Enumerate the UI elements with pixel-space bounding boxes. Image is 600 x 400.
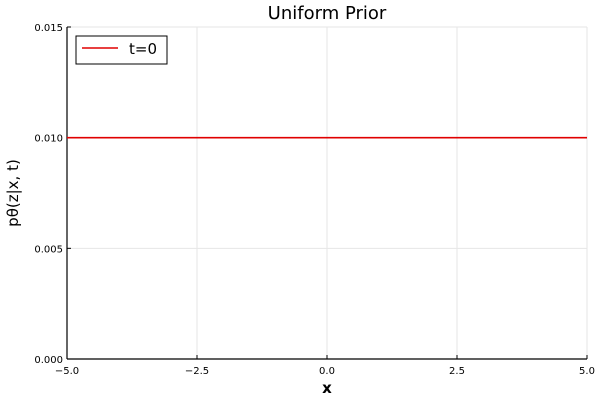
x-tick-label: 0.0 <box>319 366 335 377</box>
chart-title: Uniform Prior <box>268 3 387 24</box>
x-tick-label: −2.5 <box>185 366 209 377</box>
ticks: −5.0 −2.5 0.0 2.5 5.0 0.000 0.005 0.010 0.015 <box>34 23 595 377</box>
y-tick-label: 0.010 <box>34 134 63 145</box>
y-axis-label: pθ(z|x, t) <box>4 159 22 227</box>
grid <box>66 26 588 360</box>
y-tick-label: 0.000 <box>34 355 63 366</box>
x-tick-label: −5.0 <box>55 366 79 377</box>
legend-box <box>75 35 168 65</box>
x-tick-label: 2.5 <box>449 366 465 377</box>
legend: t=0 <box>75 35 168 65</box>
legend-label: t=0 <box>129 40 157 58</box>
y-tick-label: 0.015 <box>34 23 63 34</box>
x-axis-label: x <box>322 379 332 397</box>
y-tick-label: 0.005 <box>34 244 63 255</box>
x-tick-label: 5.0 <box>579 366 595 377</box>
